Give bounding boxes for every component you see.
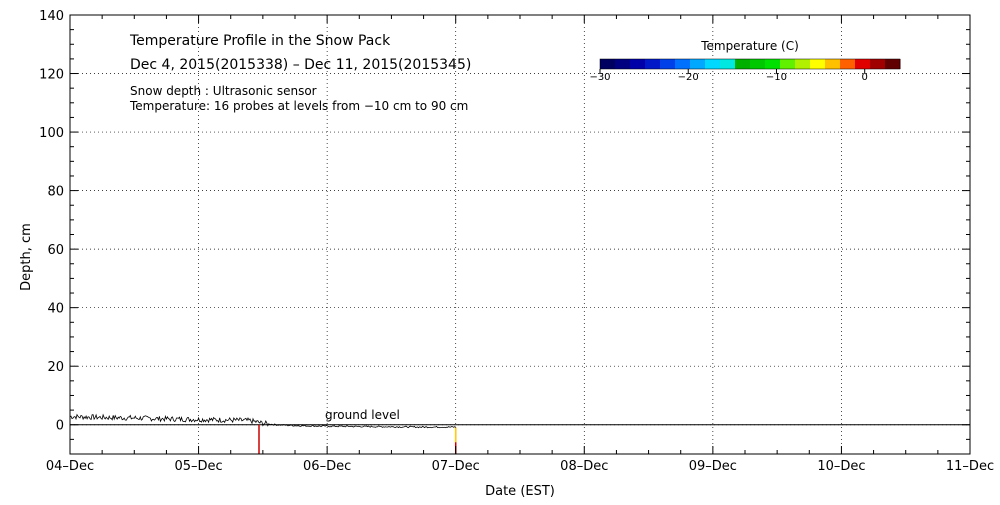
y-tick-label: 40 (47, 302, 64, 317)
grid-layer (70, 15, 970, 454)
x-tick-label: 08–Dec (560, 459, 608, 474)
colorbar-tick-label: −30 (589, 72, 610, 83)
y-tick-label: 100 (39, 126, 64, 141)
colorbar-swatch (870, 59, 886, 69)
colorbar-tick-label: 0 (862, 72, 868, 83)
x-tick-label: 09–Dec (689, 459, 737, 474)
colorbar-swatch (855, 59, 871, 69)
colorbar-swatch (675, 59, 691, 69)
y-axis-label: Depth, cm (19, 223, 34, 291)
colorbar-swatch (840, 59, 856, 69)
x-axis-label: Date (EST) (485, 484, 555, 499)
colorbar-swatch (735, 59, 751, 69)
x-tick-label: 10–Dec (817, 459, 865, 474)
colorbar-swatch (780, 59, 796, 69)
chart-subtitle: Dec 4, 2015(2015338) – Dec 11, 2015(2015… (130, 57, 471, 73)
y-tick-label: 20 (47, 360, 64, 375)
colorbar-swatch (810, 59, 826, 69)
colorbar-swatch (615, 59, 631, 69)
x-tick-label: 06–Dec (303, 459, 351, 474)
colorbar-swatch (885, 59, 901, 69)
colorbar-swatch (795, 59, 811, 69)
note-temperature: Temperature: 16 probes at levels from −1… (129, 99, 468, 113)
colorbar-swatch (600, 59, 616, 69)
colorbar-swatch (750, 59, 766, 69)
colorbar-ticks: −30 −20 −10 0 (589, 69, 868, 83)
colorbar-tick-label: −20 (678, 72, 699, 83)
colorbar-frame (599, 58, 901, 70)
colorbar-swatch (645, 59, 661, 69)
x-tick-label: 04–Dec (46, 459, 94, 474)
colorbar-swatch (690, 59, 706, 69)
y-tick-label: 140 (39, 9, 64, 24)
ticks-layer: 04–Dec 05–Dec 06–Dec 07–Dec 08–Dec 09–Dec 10–D… (39, 9, 994, 474)
ground-level-annotation: ground level (325, 408, 400, 422)
y-tick-label: 120 (39, 68, 64, 83)
colorbar-swatches (600, 59, 901, 69)
colorbar-swatch (720, 59, 736, 69)
temperature-colorbar: Temperature (C) −30 −20 −10 0 (589, 39, 901, 83)
x-tick-label: 11–Dec (946, 459, 994, 474)
colorbar-swatch (630, 59, 646, 69)
note-snow-depth: Snow depth : Ultrasonic sensor (130, 84, 317, 98)
chart-title: Temperature Profile in the Snow Pack (129, 33, 391, 49)
x-tick-label: 07–Dec (432, 459, 480, 474)
colorbar-swatch (765, 59, 781, 69)
x-tick-label: 05–Dec (174, 459, 222, 474)
marks-layer (69, 413, 970, 454)
plot-frame (69, 14, 971, 455)
colorbar-swatch (825, 59, 841, 69)
colorbar-swatch (660, 59, 676, 69)
y-tick-label: 60 (47, 243, 64, 258)
snow-depth-series-line (69, 413, 456, 429)
y-tick-label: 0 (56, 419, 64, 434)
colorbar-tick-label: −10 (766, 72, 787, 83)
colorbar-title: Temperature (C) (700, 39, 799, 53)
y-tick-label: 80 (47, 185, 64, 200)
colorbar-swatch (705, 59, 721, 69)
